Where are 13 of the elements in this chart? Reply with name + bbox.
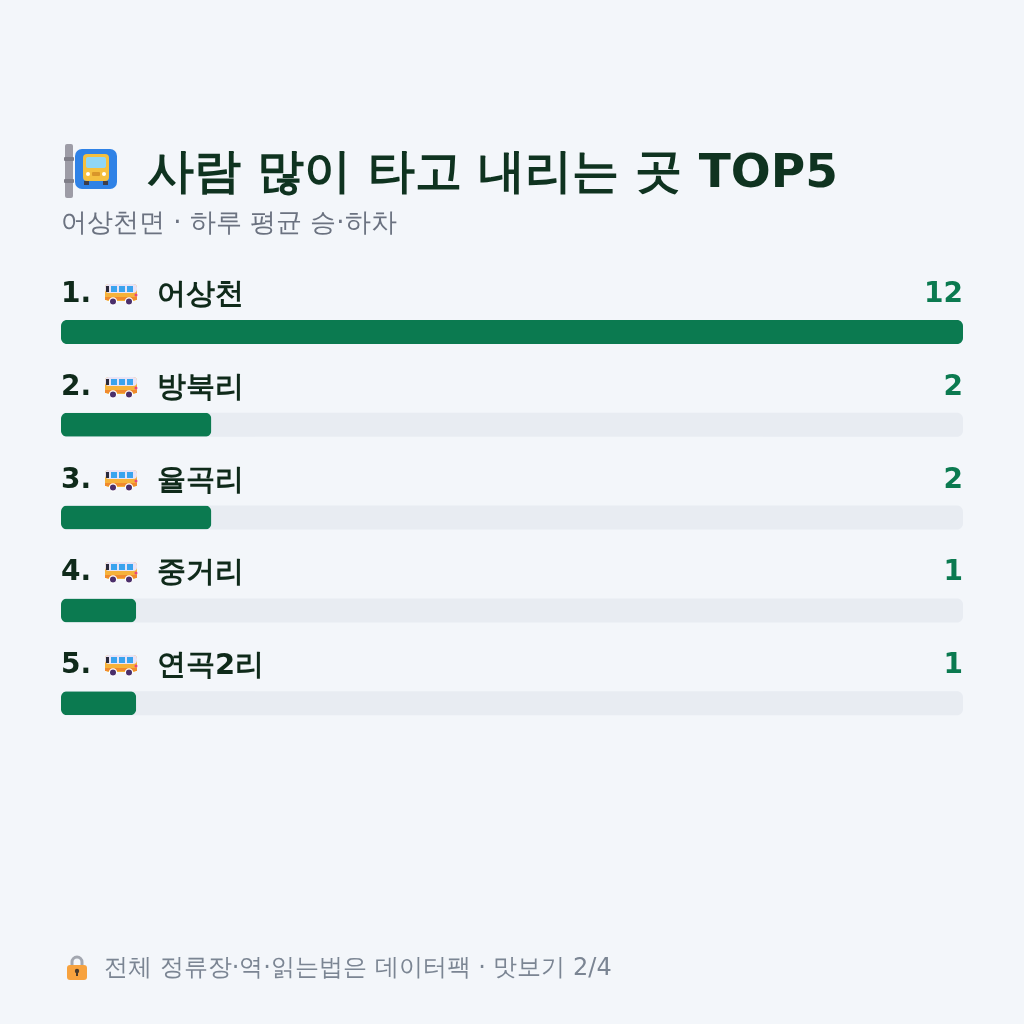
category-label: 3. 율곡리 bbox=[61, 461, 244, 496]
data-label: 1 bbox=[943, 647, 963, 681]
category-label: 5. 연곡2리 bbox=[61, 647, 265, 682]
data-label: 2 bbox=[943, 461, 963, 495]
text: 전체 정류장·역·읽는법은 데이터팩 · 맛보기 2/4 bbox=[104, 953, 612, 981]
chart-title: 사람 많이 타고 내리는 곳 TOP5 bbox=[147, 142, 838, 200]
category-label: 2. 방북리 bbox=[61, 368, 244, 403]
chart-subtitle: 어상천면 · 하루 평균 승·하차 bbox=[61, 206, 398, 238]
data-label: 12 bbox=[924, 276, 963, 309]
data-label: 1 bbox=[943, 554, 963, 588]
data-label: 2 bbox=[943, 368, 963, 402]
category-label: 4. 중거리 bbox=[61, 554, 244, 589]
category-label: 1. 어상천 bbox=[61, 276, 244, 310]
